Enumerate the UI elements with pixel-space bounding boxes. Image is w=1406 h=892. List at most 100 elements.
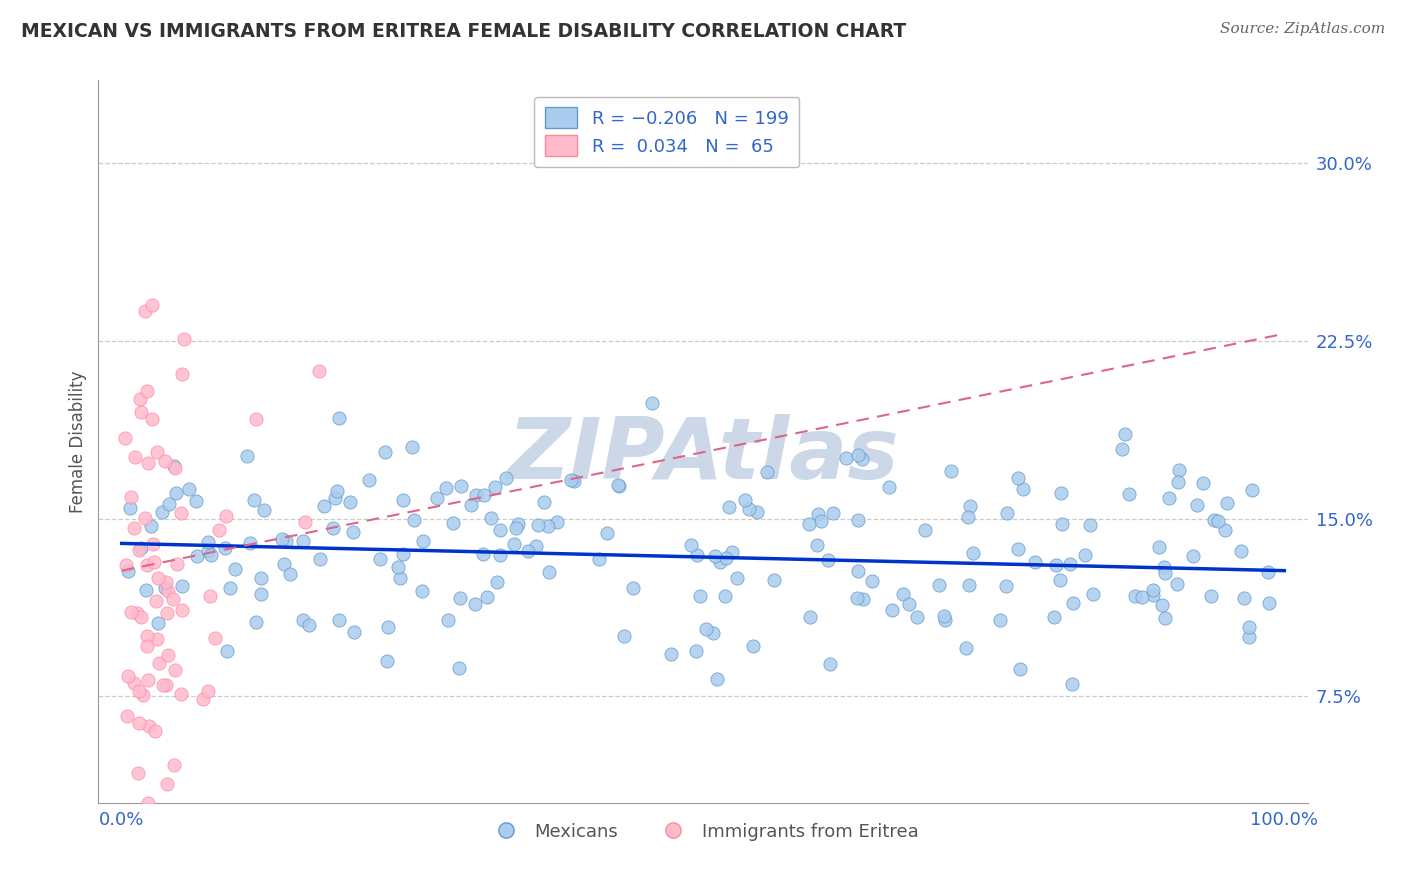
Point	[718, 500, 741, 514]
Point	[464, 597, 486, 611]
Point	[186, 549, 208, 563]
Point	[153, 582, 176, 596]
Point	[273, 558, 295, 572]
Point	[117, 668, 139, 682]
Point	[1167, 475, 1189, 490]
Point	[117, 708, 139, 723]
Point	[328, 613, 350, 627]
Point	[127, 606, 149, 620]
Point	[1258, 596, 1281, 610]
Point	[526, 539, 548, 553]
Point	[481, 511, 503, 525]
Point	[239, 535, 262, 549]
Point	[128, 543, 150, 558]
Point	[734, 493, 756, 508]
Point	[817, 553, 839, 567]
Point	[797, 517, 820, 532]
Point	[392, 547, 415, 561]
Point	[807, 508, 830, 522]
Point	[150, 505, 173, 519]
Point	[1123, 589, 1146, 603]
Point	[128, 392, 150, 406]
Point	[1078, 517, 1101, 532]
Point	[727, 571, 749, 585]
Point	[747, 505, 769, 519]
Point	[198, 589, 221, 603]
Point	[155, 678, 177, 692]
Point	[165, 485, 187, 500]
Point	[1043, 609, 1066, 624]
Point	[706, 672, 728, 686]
Point	[1111, 442, 1133, 457]
Point	[959, 500, 981, 514]
Point	[197, 534, 219, 549]
Point	[527, 518, 550, 533]
Point	[197, 684, 219, 698]
Point	[200, 548, 222, 562]
Point	[135, 639, 157, 653]
Point	[136, 456, 159, 470]
Point	[447, 661, 470, 675]
Point	[685, 644, 707, 658]
Point	[120, 605, 142, 619]
Point	[136, 673, 159, 687]
Point	[533, 495, 555, 509]
Point	[877, 480, 900, 494]
Point	[489, 548, 512, 562]
Point	[250, 571, 273, 585]
Point	[163, 758, 186, 772]
Point	[846, 513, 869, 527]
Point	[134, 304, 156, 318]
Point	[294, 516, 316, 530]
Point	[1130, 590, 1153, 604]
Point	[309, 552, 332, 566]
Point	[1024, 555, 1046, 569]
Point	[274, 534, 297, 549]
Point	[1153, 611, 1175, 625]
Point	[170, 687, 193, 701]
Point	[1050, 485, 1073, 500]
Point	[308, 364, 330, 378]
Point	[1229, 544, 1251, 558]
Point	[1118, 487, 1140, 501]
Point	[1240, 483, 1263, 497]
Point	[374, 445, 396, 459]
Point	[135, 583, 157, 598]
Point	[142, 537, 165, 551]
Point	[846, 448, 869, 462]
Point	[934, 613, 956, 627]
Point	[368, 552, 391, 566]
Point	[1239, 630, 1261, 644]
Point	[412, 533, 434, 548]
Point	[460, 498, 482, 512]
Point	[1142, 582, 1164, 597]
Point	[738, 502, 761, 516]
Point	[995, 579, 1018, 593]
Point	[148, 616, 170, 631]
Point	[1237, 620, 1260, 634]
Point	[835, 451, 858, 466]
Point	[449, 591, 471, 606]
Point	[486, 574, 509, 589]
Point	[129, 541, 152, 555]
Point	[120, 491, 142, 505]
Point	[136, 629, 159, 643]
Point	[141, 412, 163, 426]
Point	[932, 609, 955, 624]
Legend: Mexicans, Immigrants from Eritrea: Mexicans, Immigrants from Eritrea	[481, 815, 925, 848]
Point	[1150, 598, 1173, 612]
Point	[157, 497, 180, 511]
Point	[702, 626, 724, 640]
Point	[957, 510, 980, 524]
Point	[1007, 471, 1029, 485]
Point	[995, 506, 1018, 520]
Point	[596, 525, 619, 540]
Point	[955, 641, 977, 656]
Point	[207, 523, 229, 537]
Point	[322, 520, 344, 534]
Point	[204, 632, 226, 646]
Point	[914, 523, 936, 537]
Point	[124, 450, 146, 464]
Point	[659, 647, 682, 661]
Point	[343, 625, 366, 640]
